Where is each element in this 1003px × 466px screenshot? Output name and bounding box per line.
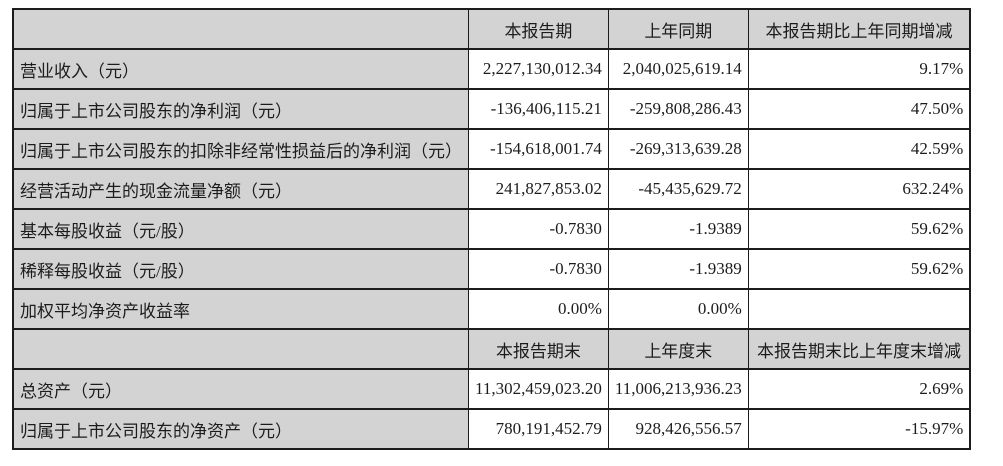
change-value: 47.50% <box>747 88 971 130</box>
header-cell-prior-period: 上年同期 <box>607 8 749 50</box>
change-value: 632.24% <box>747 168 971 210</box>
header-cell-current-period: 本报告期 <box>468 8 609 50</box>
current-value: -154,618,001.74 <box>468 128 609 170</box>
header-cell-prior-year-end: 上年度末 <box>607 328 749 370</box>
metric-label: 经营活动产生的现金流量净额（元） <box>12 168 469 210</box>
table-header-row-period-end: 本报告期末 上年度末 本报告期末比上年度末增减 <box>12 328 971 370</box>
prior-value: 2,040,025,619.14 <box>607 48 749 90</box>
prior-value: -259,808,286.43 <box>607 88 749 130</box>
current-value: -136,406,115.21 <box>468 88 609 130</box>
header-cell-period-end-change: 本报告期末比上年度末增减 <box>747 328 971 370</box>
prior-value: -1.9389 <box>607 208 749 250</box>
header-cell-blank <box>12 328 469 370</box>
metric-label: 稀释每股收益（元/股） <box>12 248 469 290</box>
current-value: -0.7830 <box>468 248 609 290</box>
change-value: 59.62% <box>747 208 971 250</box>
prior-value: 0.00% <box>607 288 749 330</box>
change-value: 42.59% <box>747 128 971 170</box>
metric-label: 归属于上市公司股东的扣除非经常性损益后的净利润（元） <box>12 128 469 170</box>
table-row-net-profit-excl-nonrecurring: 归属于上市公司股东的扣除非经常性损益后的净利润（元） -154,618,001.… <box>12 128 971 170</box>
table-row-operating-cash-flow: 经营活动产生的现金流量净额（元） 241,827,853.02 -45,435,… <box>12 168 971 210</box>
metric-label: 归属于上市公司股东的净利润（元） <box>12 88 469 130</box>
table-row-basic-eps: 基本每股收益（元/股） -0.7830 -1.9389 59.62% <box>12 208 971 250</box>
metric-label: 基本每股收益（元/股） <box>12 208 469 250</box>
table-row-diluted-eps: 稀释每股收益（元/股） -0.7830 -1.9389 59.62% <box>12 248 971 290</box>
table-row-net-profit: 归属于上市公司股东的净利润（元） -136,406,115.21 -259,80… <box>12 88 971 130</box>
current-value: 780,191,452.79 <box>468 408 609 450</box>
change-value <box>747 288 971 330</box>
table-row-total-assets: 总资产（元） 11,302,459,023.20 11,006,213,936.… <box>12 368 971 410</box>
current-value: 241,827,853.02 <box>468 168 609 210</box>
metric-label: 总资产（元） <box>12 368 469 410</box>
current-value: -0.7830 <box>468 208 609 250</box>
prior-value: 11,006,213,936.23 <box>607 368 749 410</box>
header-cell-blank <box>12 8 469 50</box>
header-cell-period-end: 本报告期末 <box>468 328 609 370</box>
table-row-weighted-avg-roe: 加权平均净资产收益率 0.00% 0.00% <box>12 288 971 330</box>
change-value: 59.62% <box>747 248 971 290</box>
change-value: 9.17% <box>747 48 971 90</box>
change-value: -15.97% <box>747 408 971 450</box>
table-header-row-period: 本报告期 上年同期 本报告期比上年同期增减 <box>12 8 971 50</box>
current-value: 11,302,459,023.20 <box>468 368 609 410</box>
metric-label: 加权平均净资产收益率 <box>12 288 469 330</box>
table-row-revenue: 营业收入（元） 2,227,130,012.34 2,040,025,619.1… <box>12 48 971 90</box>
prior-value: 928,426,556.57 <box>607 408 749 450</box>
table-row-net-assets: 归属于上市公司股东的净资产（元） 780,191,452.79 928,426,… <box>12 408 971 450</box>
current-value: 2,227,130,012.34 <box>468 48 609 90</box>
key-financials-table: 本报告期 上年同期 本报告期比上年同期增减 营业收入（元） 2,227,130,… <box>12 8 972 450</box>
prior-value: -45,435,629.72 <box>607 168 749 210</box>
metric-label: 归属于上市公司股东的净资产（元） <box>12 408 469 450</box>
change-value: 2.69% <box>747 368 971 410</box>
prior-value: -1.9389 <box>607 248 749 290</box>
prior-value: -269,313,639.28 <box>607 128 749 170</box>
header-cell-period-change: 本报告期比上年同期增减 <box>747 8 971 50</box>
metric-label: 营业收入（元） <box>12 48 469 90</box>
current-value: 0.00% <box>468 288 609 330</box>
